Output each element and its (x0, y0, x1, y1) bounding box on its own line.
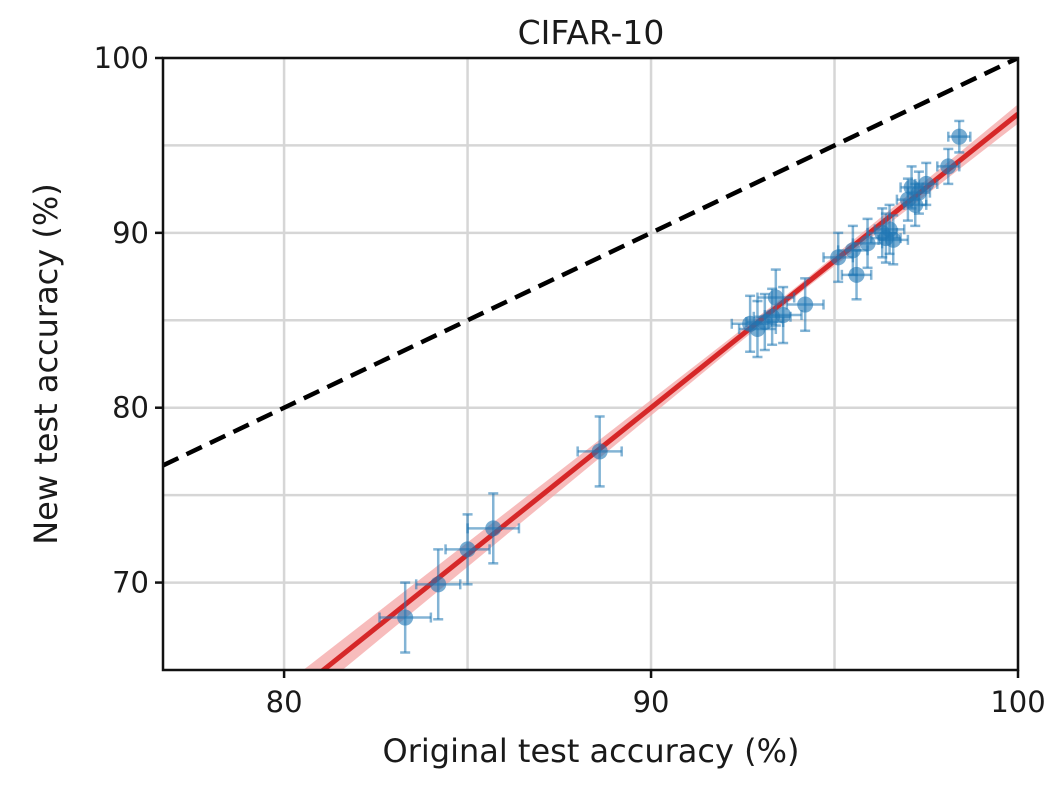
data-point (414, 548, 462, 621)
y-axis-label: New test accuracy (%) (27, 183, 65, 545)
y-tick-label: 90 (112, 216, 149, 250)
reference-line-layer (163, 58, 1018, 468)
chart-title: CIFAR-10 (518, 13, 665, 52)
data-point (877, 214, 910, 266)
point-marker (951, 128, 968, 145)
plot-frame (161, 56, 1020, 672)
point-marker (918, 175, 935, 192)
plot-area (163, 58, 1018, 670)
ticks-layer: 80 90 100 70 80 90 100 (94, 41, 1046, 719)
data-point (840, 249, 873, 301)
x-axis-label: Original test accuracy (%) (383, 732, 800, 770)
point-marker (459, 541, 476, 558)
point-marker (940, 158, 957, 175)
point-marker (767, 289, 784, 306)
reference-line (163, 58, 1018, 468)
point-marker (397, 609, 414, 626)
data-point (763, 285, 803, 345)
grid-layer (163, 56, 1020, 670)
data-point (576, 415, 623, 488)
point-marker (830, 249, 847, 266)
data-point (936, 147, 961, 186)
data-point (466, 492, 521, 565)
point-marker (797, 296, 814, 313)
y-tick-label: 80 (112, 391, 149, 425)
data-point (378, 581, 433, 654)
data-point (947, 119, 972, 154)
data-point (914, 161, 939, 207)
point-marker (885, 231, 902, 248)
x-tick-label: 80 (266, 685, 303, 719)
points-layer (378, 119, 972, 654)
point-marker (430, 576, 447, 593)
x-tick-label: 100 (990, 685, 1045, 719)
x-tick-label: 90 (633, 685, 670, 719)
y-tick-label: 70 (112, 566, 149, 600)
data-point (785, 277, 825, 333)
point-marker (848, 266, 865, 283)
point-marker (591, 443, 608, 460)
point-marker (485, 520, 502, 537)
y-tick-label: 100 (94, 41, 149, 75)
point-marker (775, 307, 792, 324)
